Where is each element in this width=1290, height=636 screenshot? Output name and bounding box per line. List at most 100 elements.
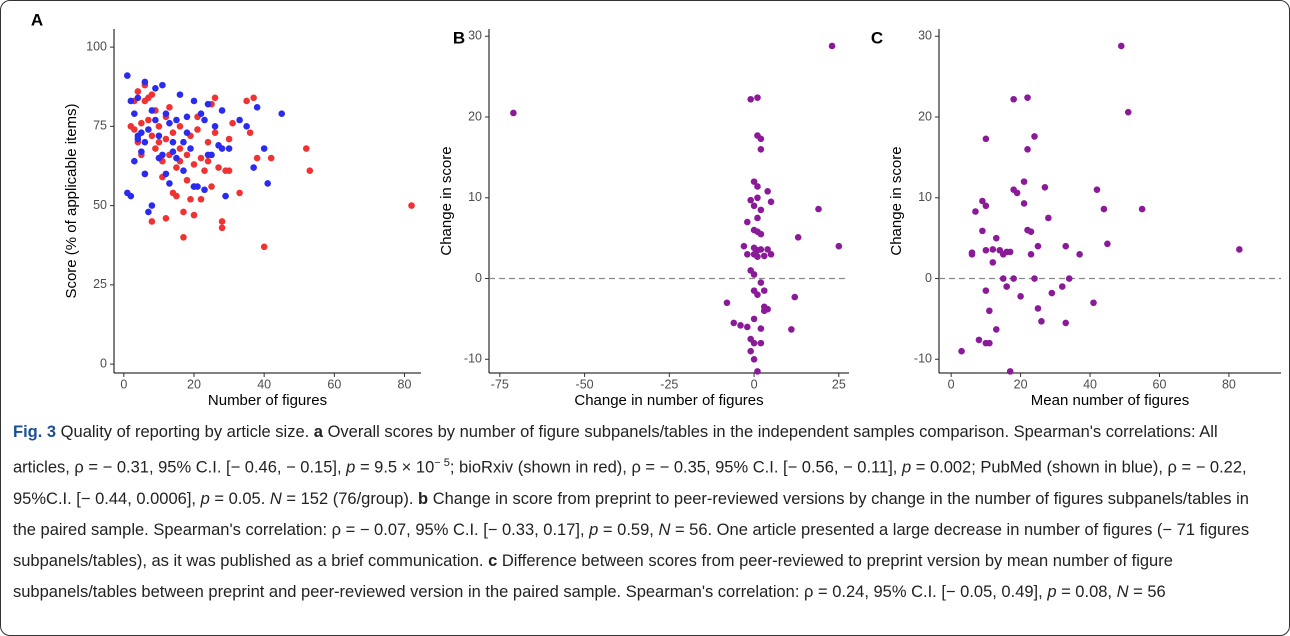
point — [145, 126, 152, 133]
caption-run: Fig. 3 — [13, 423, 57, 441]
point — [764, 246, 771, 253]
point — [246, 129, 254, 136]
point — [173, 116, 180, 124]
point — [208, 183, 215, 190]
point — [169, 138, 177, 146]
point — [1010, 275, 1017, 282]
point — [138, 119, 145, 127]
point — [744, 323, 751, 331]
point — [730, 319, 738, 327]
point — [757, 339, 765, 347]
point — [757, 325, 765, 332]
point — [278, 110, 286, 117]
point — [134, 88, 142, 95]
point — [982, 246, 990, 254]
point — [760, 252, 768, 260]
x-axis-title: Change in number of figures — [574, 392, 763, 409]
point — [134, 94, 142, 102]
y-tick-label: 30 — [468, 29, 482, 43]
point — [760, 287, 768, 294]
point — [1031, 133, 1038, 140]
x-tick-label: 0 — [948, 377, 955, 391]
point — [754, 94, 761, 101]
panel-label: C — [871, 28, 883, 47]
point — [152, 84, 159, 92]
point — [215, 164, 222, 171]
caption-run: = 56. One article presented a large decr… — [13, 520, 1250, 570]
point — [764, 188, 771, 195]
x-tick-label: 60 — [327, 377, 341, 391]
point — [999, 275, 1007, 282]
point — [166, 180, 173, 187]
point — [148, 218, 156, 225]
point — [225, 135, 233, 143]
point — [1124, 108, 1132, 116]
point — [1006, 248, 1014, 256]
x-tick-label: 80 — [1222, 377, 1236, 391]
point — [754, 291, 761, 298]
x-tick-label: 40 — [1083, 377, 1097, 391]
point — [767, 198, 775, 206]
x-tick-label: 20 — [1014, 377, 1028, 391]
point — [243, 97, 250, 105]
point — [744, 218, 751, 226]
panel-label: A — [31, 10, 43, 29]
caption-run: p — [901, 458, 912, 477]
point — [201, 116, 208, 124]
point — [222, 192, 229, 200]
point — [1034, 305, 1042, 312]
point — [1038, 318, 1045, 325]
point — [754, 368, 761, 375]
point — [1045, 214, 1052, 222]
point — [750, 315, 758, 323]
point — [989, 259, 997, 266]
point — [1017, 292, 1024, 300]
point — [134, 132, 142, 140]
point — [187, 195, 194, 203]
point — [169, 129, 177, 136]
point — [750, 271, 758, 278]
point — [788, 326, 795, 333]
caption: Fig. 3 Quality of reporting by article s… — [13, 417, 1275, 608]
point — [510, 109, 517, 117]
point — [204, 138, 212, 146]
point — [1065, 275, 1073, 282]
point — [958, 347, 965, 355]
point — [218, 224, 226, 232]
point — [180, 208, 187, 216]
point — [754, 194, 761, 202]
point — [1058, 283, 1066, 290]
point — [1138, 205, 1146, 213]
point — [218, 107, 226, 114]
point — [1013, 189, 1021, 197]
point — [764, 305, 771, 313]
y-axis-title: Change in score — [888, 146, 905, 255]
point — [260, 145, 268, 152]
point — [250, 164, 257, 171]
point — [1093, 186, 1101, 193]
point — [155, 132, 163, 140]
point — [750, 339, 758, 347]
point — [190, 97, 198, 105]
caption-run: = 0.08, — [1056, 582, 1117, 601]
point — [169, 148, 177, 155]
point — [754, 183, 761, 190]
point — [211, 123, 219, 130]
caption-run: Overall scores by number of figure subpa… — [13, 423, 1218, 477]
point — [148, 107, 156, 114]
point — [757, 206, 765, 214]
point — [218, 218, 226, 225]
point — [408, 202, 415, 209]
point — [767, 250, 775, 258]
point — [190, 211, 198, 219]
y-tick-label: -10 — [914, 352, 932, 366]
point — [306, 167, 314, 175]
point — [1020, 178, 1028, 185]
point — [183, 129, 191, 136]
point — [302, 145, 310, 152]
y-tick-label: 75 — [93, 119, 107, 133]
point — [1027, 228, 1035, 235]
point — [757, 246, 765, 253]
point — [1076, 250, 1083, 258]
point — [794, 234, 802, 241]
